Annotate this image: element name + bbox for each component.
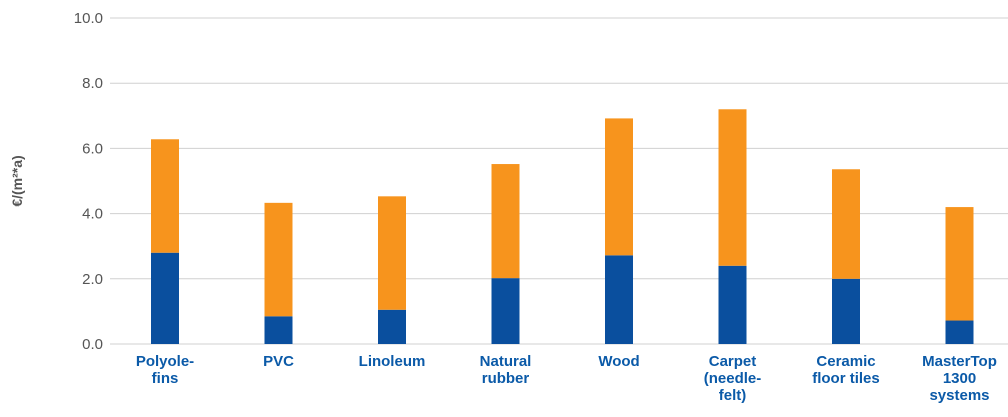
x-tick-label-line: systems bbox=[929, 387, 989, 404]
x-tick-label-line: PVC bbox=[263, 353, 294, 370]
x-tick-label-line: Ceramic bbox=[816, 353, 875, 370]
bar-segment-series-1 bbox=[491, 278, 520, 344]
bar-segment-series-1 bbox=[264, 316, 293, 344]
x-tick-label: PVC bbox=[263, 353, 294, 370]
bar-segment-series-2 bbox=[605, 118, 633, 256]
x-tick-label-line: rubber bbox=[482, 370, 530, 387]
x-tick-label: Natural rubber bbox=[480, 353, 532, 387]
x-tick-label: Ceramic floor tiles bbox=[812, 353, 880, 387]
bar-segment-series-2 bbox=[264, 202, 293, 317]
x-tick-label-line: Polyole- bbox=[136, 353, 194, 370]
x-tick-label-line: (needle- bbox=[704, 370, 762, 387]
x-tick-label: Linoleum bbox=[359, 353, 426, 370]
y-axis-label: €/(m²*a) bbox=[9, 155, 25, 206]
x-tick-label-line: Natural bbox=[480, 353, 532, 370]
bar-segment-series-1 bbox=[718, 265, 747, 344]
x-tick-label: Carpet (needle-felt) bbox=[704, 353, 762, 404]
x-tick-label-line: Linoleum bbox=[359, 353, 426, 370]
y-tick-label: 8.0 bbox=[82, 75, 103, 92]
bar-segment-series-2 bbox=[378, 196, 406, 310]
bar-segment-series-2 bbox=[151, 139, 179, 253]
x-tick-label: Polyole-fins bbox=[136, 353, 194, 387]
bar-segment-series-1 bbox=[832, 278, 860, 344]
bar-segment-series-2 bbox=[718, 109, 747, 266]
x-tick-label-line: floor tiles bbox=[812, 370, 880, 387]
bar-segment-series-1 bbox=[378, 309, 406, 344]
x-tick-label-line: Wood bbox=[598, 353, 639, 370]
x-tick-label-line: fins bbox=[152, 370, 179, 387]
y-tick-label: 4.0 bbox=[82, 206, 103, 223]
y-tick-label: 0.0 bbox=[82, 336, 103, 353]
y-tick-label: 10.0 bbox=[74, 10, 103, 27]
bar-segment-series-2 bbox=[945, 207, 974, 321]
x-tick-label-line: 1300 bbox=[943, 370, 976, 387]
x-tick-label-line: MasterTop bbox=[922, 353, 997, 370]
bar-segment-series-1 bbox=[945, 320, 974, 344]
y-tick-label: 2.0 bbox=[82, 271, 103, 288]
bar-segment-series-2 bbox=[491, 164, 520, 279]
bar-segment-series-1 bbox=[605, 255, 633, 344]
x-tick-label-line: Carpet bbox=[709, 353, 757, 370]
x-tick-label: MasterTop 1300 systems bbox=[922, 353, 997, 404]
bar-segment-series-2 bbox=[832, 169, 860, 279]
x-tick-label-line: felt) bbox=[719, 387, 747, 404]
bar-segment-series-1 bbox=[151, 252, 179, 344]
y-tick-label: 6.0 bbox=[82, 140, 103, 157]
x-tick-label: Wood bbox=[598, 353, 639, 370]
